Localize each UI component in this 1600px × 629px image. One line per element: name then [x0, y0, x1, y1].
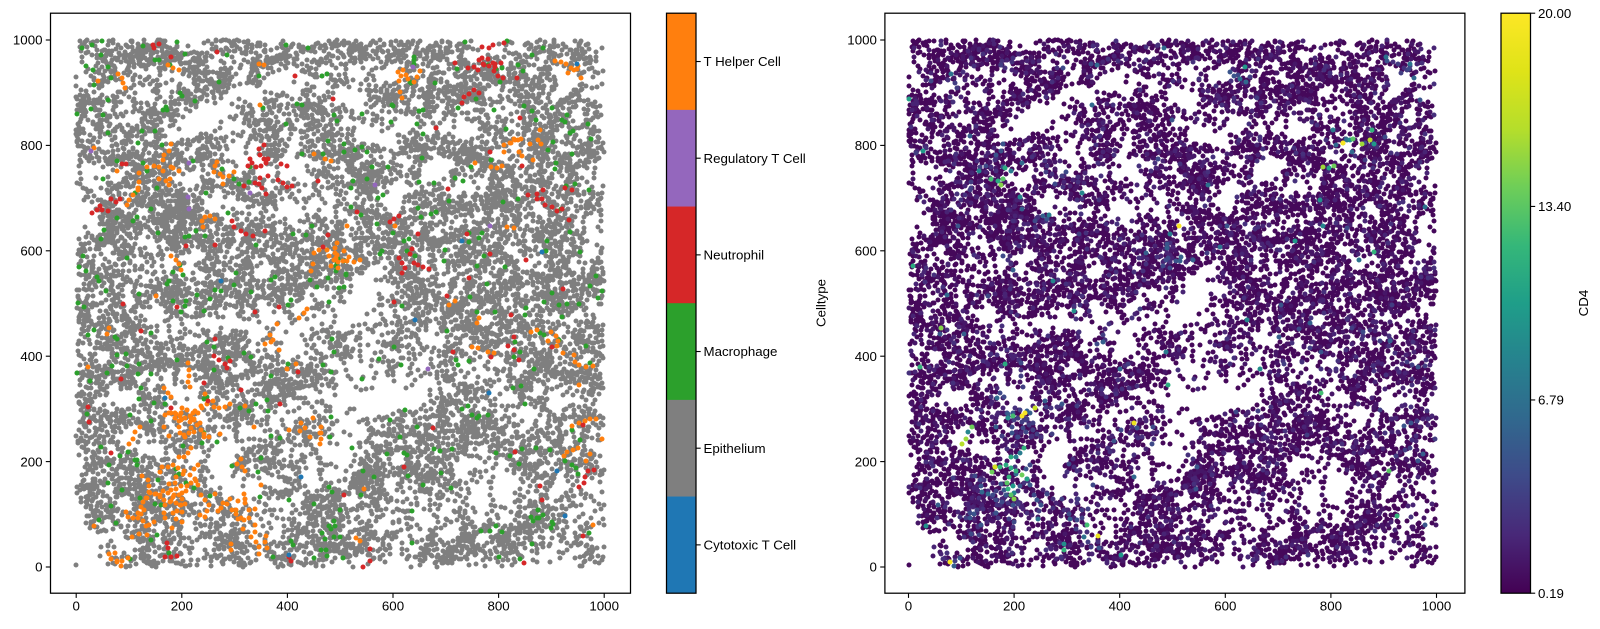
svg-text:T Helper Cell: T Helper Cell	[704, 54, 781, 69]
svg-text:Celltype: Celltype	[814, 279, 829, 327]
svg-text:400: 400	[1109, 599, 1131, 614]
svg-text:13.40: 13.40	[1538, 199, 1571, 214]
svg-text:0: 0	[72, 599, 79, 614]
svg-text:800: 800	[855, 138, 877, 153]
svg-text:0.19: 0.19	[1538, 586, 1564, 601]
svg-text:Epithelium: Epithelium	[704, 441, 766, 456]
svg-text:1000: 1000	[589, 599, 619, 614]
svg-text:0: 0	[869, 560, 876, 575]
svg-text:600: 600	[855, 244, 877, 259]
svg-text:20.00: 20.00	[1538, 6, 1571, 21]
svg-text:800: 800	[1320, 599, 1342, 614]
svg-text:1000: 1000	[1422, 599, 1452, 614]
svg-text:400: 400	[20, 349, 42, 364]
svg-text:400: 400	[855, 349, 877, 364]
svg-text:6.79: 6.79	[1538, 393, 1564, 408]
svg-text:Macrophage: Macrophage	[704, 344, 778, 359]
svg-text:200: 200	[1003, 599, 1025, 614]
svg-text:200: 200	[855, 454, 877, 469]
svg-text:200: 200	[171, 599, 193, 614]
svg-text:CD4: CD4	[1576, 290, 1591, 317]
svg-text:800: 800	[488, 599, 510, 614]
svg-text:600: 600	[1214, 599, 1236, 614]
svg-text:600: 600	[20, 244, 42, 259]
svg-text:400: 400	[276, 599, 298, 614]
svg-text:0: 0	[35, 560, 42, 575]
svg-text:Neutrophil: Neutrophil	[704, 248, 765, 263]
svg-text:800: 800	[20, 138, 42, 153]
svg-text:600: 600	[382, 599, 404, 614]
svg-text:Regulatory T Cell: Regulatory T Cell	[704, 151, 806, 166]
svg-text:Cytotoxic T Cell: Cytotoxic T Cell	[704, 538, 797, 553]
svg-text:200: 200	[20, 454, 42, 469]
svg-text:0: 0	[905, 599, 912, 614]
svg-text:1000: 1000	[13, 33, 43, 48]
svg-text:1000: 1000	[847, 33, 877, 48]
